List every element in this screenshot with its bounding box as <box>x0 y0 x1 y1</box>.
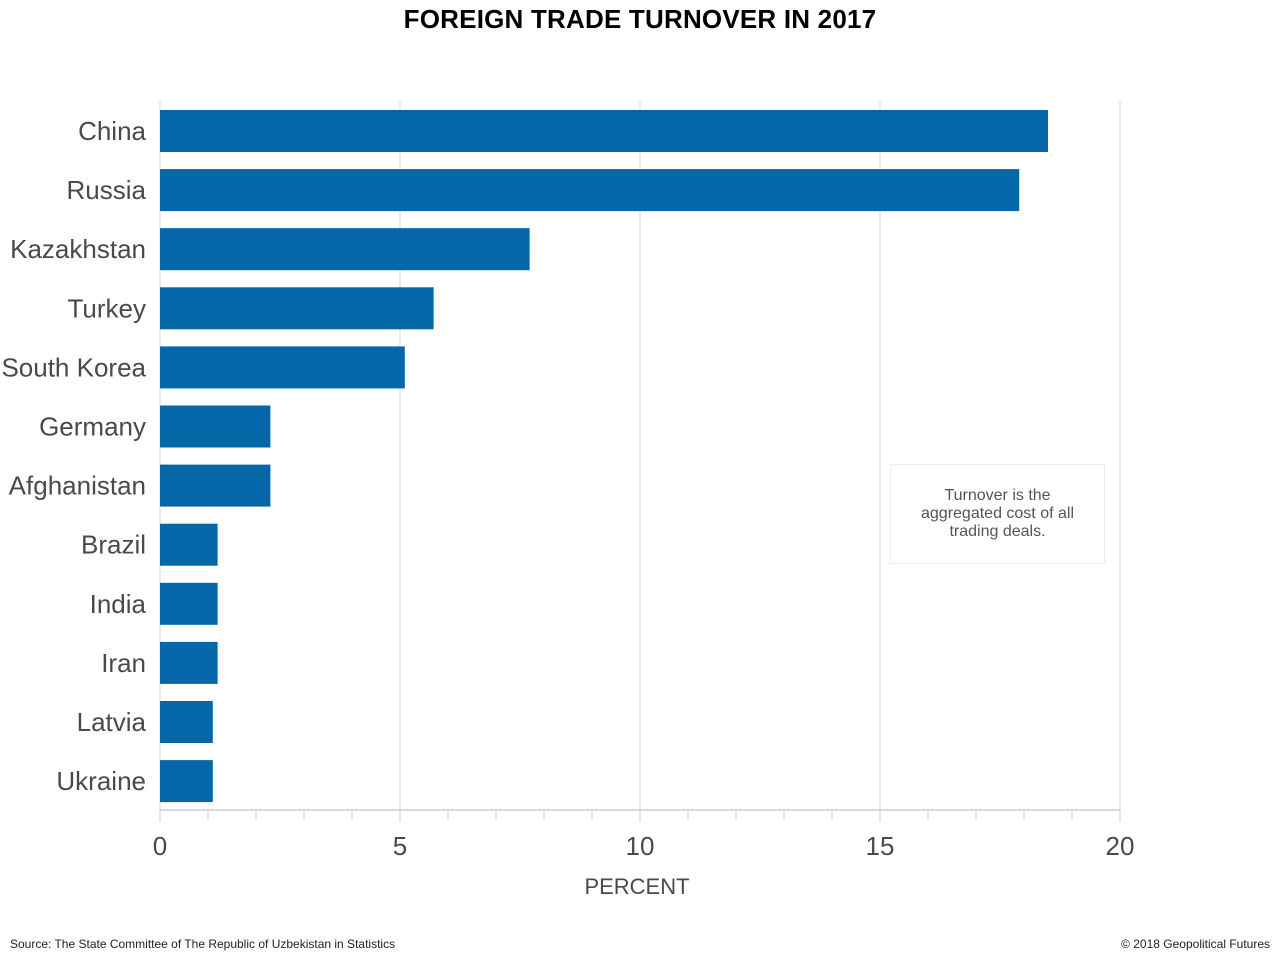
category-label: Russia <box>67 175 147 205</box>
chart-title: FOREIGN TRADE TURNOVER IN 2017 <box>403 4 877 34</box>
category-label: Afghanistan <box>9 471 146 501</box>
bar <box>160 582 218 625</box>
bar <box>160 169 1020 212</box>
category-label: China <box>78 116 146 146</box>
bar <box>160 523 218 566</box>
bar <box>160 701 213 743</box>
turnover-note: Turnover is the aggregated cost of all t… <box>890 464 1105 564</box>
copyright-text: © 2018 Geopolitical Futures <box>1121 937 1270 951</box>
category-labels: China Russia Kazakhstan Turkey South Korea Ge… <box>1 116 146 796</box>
bar <box>160 464 271 507</box>
bar <box>160 287 434 330</box>
category-label: Brazil <box>81 530 146 560</box>
category-label: Kazakhstan <box>10 234 146 264</box>
bar <box>160 760 213 803</box>
category-label: Latvia <box>77 707 147 737</box>
category-label: Ukraine <box>56 766 146 796</box>
x-axis-label: PERCENT <box>584 874 689 899</box>
bar <box>160 641 218 684</box>
category-label: India <box>90 589 147 619</box>
category-label: Germany <box>39 412 146 442</box>
x-tick-label: 5 <box>393 831 407 861</box>
bars <box>160 110 1048 803</box>
category-label: Turkey <box>68 293 147 323</box>
x-tick-label: 0 <box>153 831 167 861</box>
bar <box>160 346 405 389</box>
x-tick-label: 10 <box>626 831 655 861</box>
bar <box>160 228 530 271</box>
category-label: Iran <box>101 648 146 678</box>
bar <box>160 405 271 448</box>
grid-lines <box>159 100 1121 810</box>
bar <box>160 110 1048 152</box>
category-label: South Korea <box>1 352 146 382</box>
x-tick-label: 20 <box>1106 831 1135 861</box>
x-tick-label: 15 <box>866 831 895 861</box>
source-text: Source: The State Committee of The Repub… <box>10 937 396 951</box>
x-axis: 0 5 10 15 20 <box>153 809 1135 861</box>
